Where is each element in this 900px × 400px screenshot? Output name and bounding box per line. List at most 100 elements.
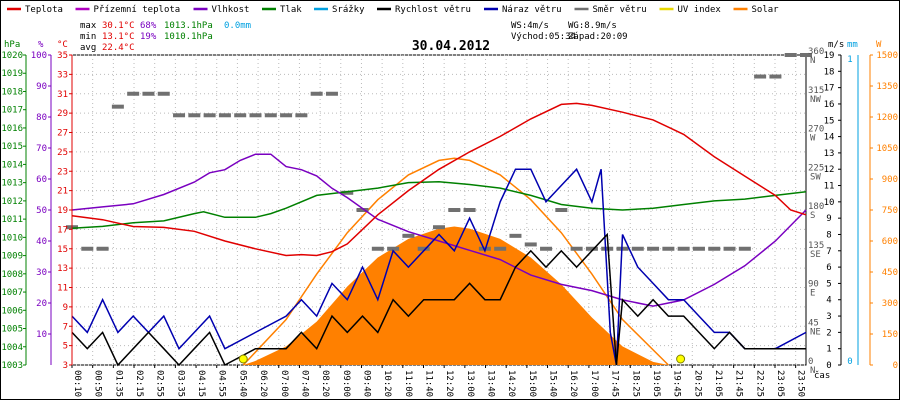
series-solar-curve <box>242 157 669 366</box>
stat-ws: WS:4m/s <box>511 21 549 31</box>
stat-min-label: min <box>80 32 96 42</box>
series-dir-mark <box>463 208 476 212</box>
axis-w-tick-label: 1500 <box>876 51 898 61</box>
axis-hpa-tick-label: 1015 <box>1 142 23 152</box>
axis-temp-tick-label: 13 <box>57 264 68 274</box>
legend-label-solar: Solar <box>752 5 780 15</box>
axis-temp-tick-label: 25 <box>57 148 68 158</box>
legend-label-temp: Teplota <box>25 5 63 15</box>
axis-pct-tick-label: 50 <box>36 206 47 216</box>
series-temp-line <box>71 102 807 257</box>
series-dir-mark <box>295 113 308 118</box>
x-axis-tick-label: 21:45 <box>734 370 744 397</box>
stat-wg: WG:8.9m/s <box>568 21 617 31</box>
series-dir-mark <box>387 246 400 251</box>
axis-ms-tick-label: 2 <box>826 328 831 338</box>
x-axis-tick-label: 09:40 <box>361 370 371 397</box>
axis-unit-ms: m/s <box>828 40 844 50</box>
axis-ms-tick-label: 9 <box>826 214 831 224</box>
series-dir-mark <box>677 246 690 251</box>
axis-dir-tick-label: 180 <box>808 202 824 212</box>
axis-ms-tick-label: 19 <box>824 51 835 61</box>
series-dir-mark <box>662 246 675 251</box>
x-axis-tick-label: 04:55 <box>217 370 227 397</box>
axis-temp-tick-label: 11 <box>57 284 68 294</box>
axis-w-tick-label: 900 <box>882 175 898 185</box>
series-dir-mark <box>111 104 124 109</box>
axis-temp-tick-label: 3 <box>63 361 68 371</box>
x-axis-tick-label: 07:40 <box>299 370 309 397</box>
axis-hpa-tick-label: 1018 <box>1 87 23 97</box>
axis-w-tick-label: 750 <box>882 206 898 216</box>
x-axis-tick-label: 13:40 <box>486 370 496 397</box>
axis-ms-tick-label: 0 <box>826 361 831 371</box>
legend-label-press: Tlak <box>280 5 302 15</box>
axis-dir-tick-compass: W <box>810 134 816 144</box>
axis-w-tick-label: 1200 <box>876 113 898 123</box>
x-axis-tick-label: 10:20 <box>382 370 392 397</box>
axis-dir-tick-compass: SW <box>810 172 821 182</box>
axis-hpa-tick-label: 1003 <box>1 361 23 371</box>
x-axis-tick-label: 20:25 <box>692 370 702 397</box>
x-axis-tick-label: 18:25 <box>630 370 640 397</box>
stat-avg-label: avg <box>80 43 96 53</box>
series-dir-mark <box>96 246 109 251</box>
series-dir-mark <box>448 208 461 212</box>
series-dir-mark <box>800 53 812 57</box>
axis-hpa-tick-label: 1011 <box>1 215 23 225</box>
series-dir-mark <box>769 74 782 79</box>
axis-dir-tick-compass: NW <box>810 95 821 105</box>
series-dir-mark <box>723 246 736 251</box>
stat-sunset: Západ:20:09 <box>568 32 628 42</box>
x-axis-tick-label: 00:50 <box>93 370 103 397</box>
stat-min-temp: 13.1°C <box>102 32 135 42</box>
series-dir-mark <box>371 246 384 251</box>
axis-pct-tick-label: 20 <box>36 299 47 309</box>
axis-temp-tick-label: 9 <box>63 303 68 313</box>
axis-hpa-tick-label: 1012 <box>1 197 23 207</box>
x-axis-tick-label: 15:00 <box>527 370 537 397</box>
axis-ms-tick-label: 10 <box>824 198 835 208</box>
stat-min-hum: 19% <box>140 32 157 42</box>
axis-temp-tick-label: 29 <box>57 109 68 119</box>
axis-temp-tick-label: 35 <box>57 51 68 61</box>
x-axis-tick-label: 11:40 <box>423 370 433 397</box>
x-axis-tick-label: 23:05 <box>775 370 785 397</box>
series-dir-mark <box>555 208 568 212</box>
series-dir-mark <box>509 233 522 238</box>
stat-max-press: 1013.1hPa <box>164 21 213 31</box>
x-axis-tick-label: 16:20 <box>568 370 578 397</box>
axis-temp-tick-label: 15 <box>57 245 68 255</box>
axis-dir-tick-label: 135 <box>808 241 824 251</box>
axis-temp-tick-label: 31 <box>57 90 68 100</box>
x-axis-tick-label: 06:20 <box>258 370 268 397</box>
axis-ms-tick-label: 6 <box>826 263 831 273</box>
axis-hpa-tick-label: 1010 <box>1 233 23 243</box>
axis-ms-tick-label: 17 <box>824 84 835 94</box>
axis-pct-tick-label: 90 <box>36 82 47 92</box>
series-press-line <box>71 180 807 229</box>
x-axis-tick-label: 11:00 <box>403 370 413 397</box>
axis-hpa-tick-label: 1016 <box>1 124 23 134</box>
x-axis-tick-label: 21:05 <box>713 370 723 397</box>
axis-ms-tick-label: 16 <box>824 100 835 110</box>
series-dir-mark <box>754 74 767 79</box>
axis-ms-tick-label: 12 <box>824 165 835 175</box>
stat-max-hum: 68% <box>140 21 157 31</box>
axis-hpa-tick-label: 1004 <box>1 343 23 353</box>
x-axis-tick-label: 01:35 <box>113 370 123 397</box>
axis-dir-tick-compass: E <box>810 289 815 299</box>
axis-pct-tick-label: 40 <box>36 237 47 247</box>
axis-dir-tick-label: 45 <box>808 318 819 328</box>
axis-w-tick-label: 150 <box>882 330 898 340</box>
axis-dir-tick-label: 315 <box>808 86 824 96</box>
x-axis-tick-label: 04:15 <box>196 370 206 397</box>
axis-w-tick-label: 450 <box>882 268 898 278</box>
axis-dir-tick-compass: SE <box>810 250 821 260</box>
axis-unit-mm: mm <box>847 40 858 50</box>
axis-hpa-tick-label: 1006 <box>1 306 23 316</box>
axis-ms-tick-label: 15 <box>824 116 835 126</box>
series-dir-mark <box>570 246 583 251</box>
series-dir-mark <box>692 246 705 251</box>
series-dir-mark <box>601 246 614 251</box>
